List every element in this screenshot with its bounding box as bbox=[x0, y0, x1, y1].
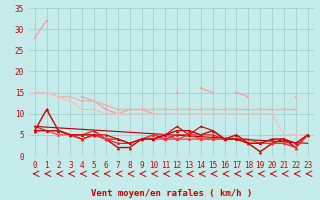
X-axis label: Vent moyen/en rafales ( km/h ): Vent moyen/en rafales ( km/h ) bbox=[91, 189, 252, 198]
